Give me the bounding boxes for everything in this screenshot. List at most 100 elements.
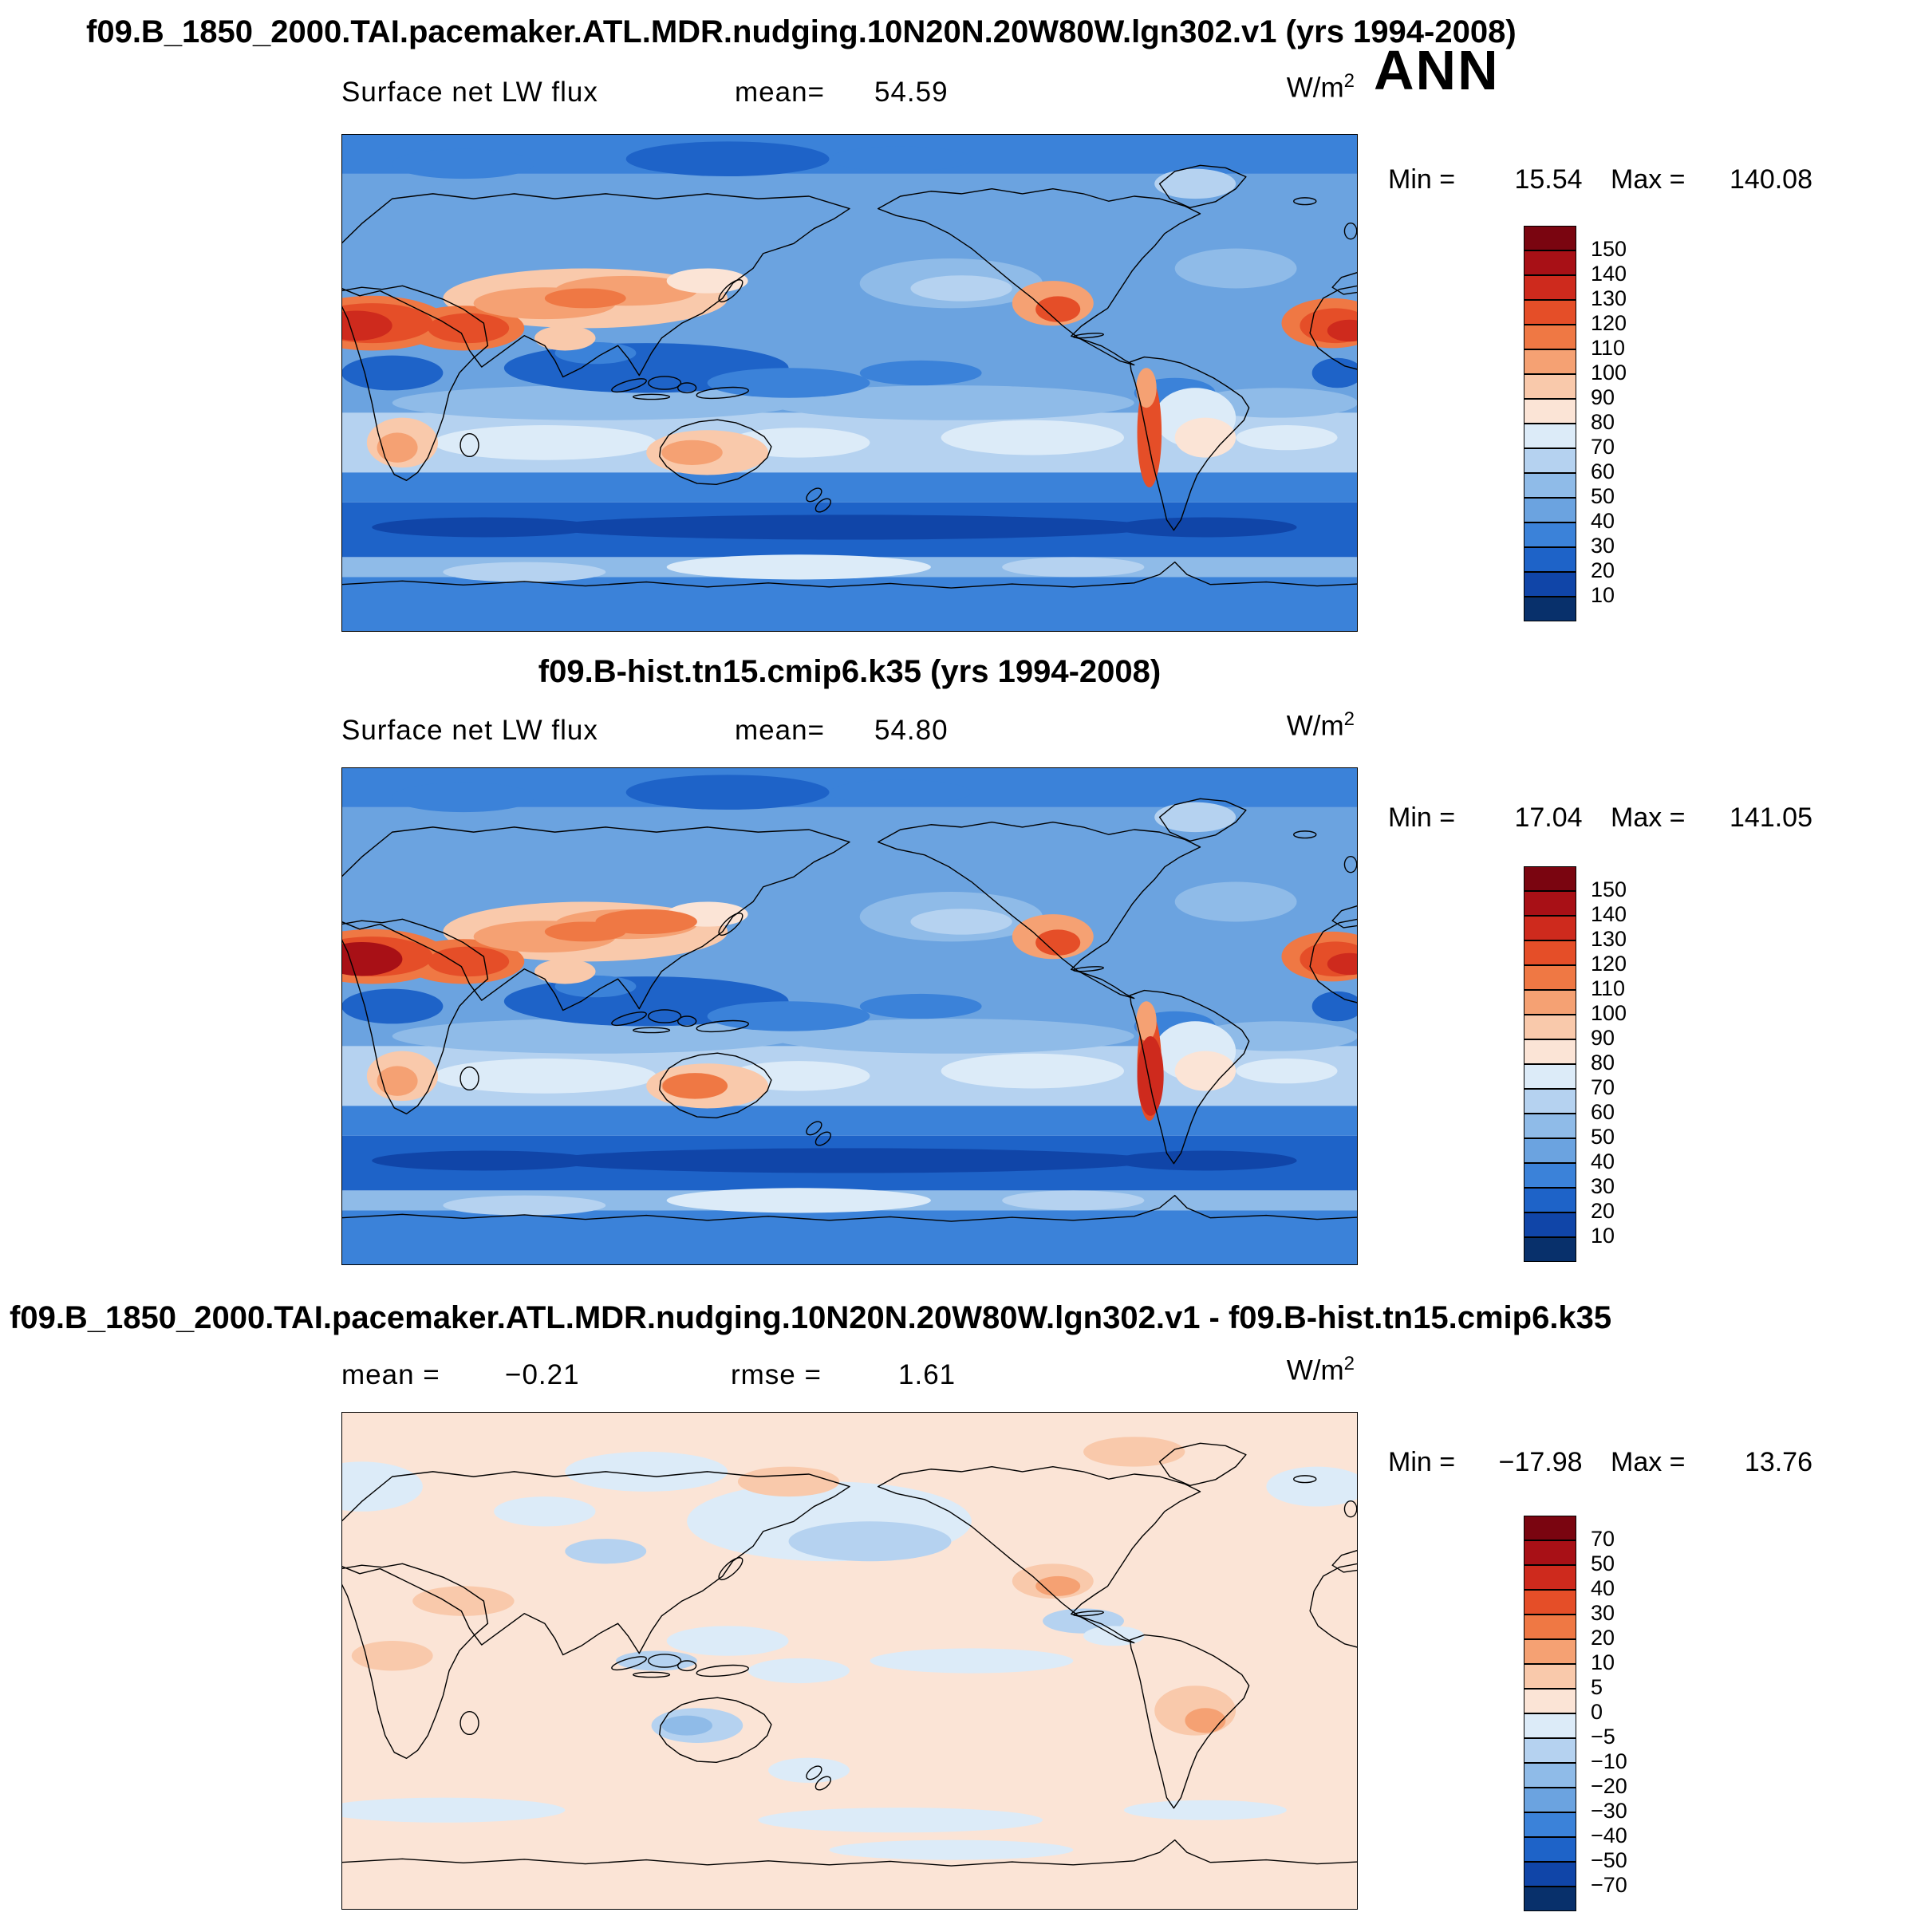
panel3-minmax: Min = −17.98 Max = 13.76: [1388, 1447, 1907, 1478]
colorbar-label: 30: [1591, 1600, 1615, 1625]
colorbar-box: [1524, 965, 1576, 990]
field-fill: [341, 1412, 1358, 1910]
colorbar-label: 140: [1591, 901, 1627, 926]
colorbar-label: 30: [1591, 1173, 1615, 1198]
colorbar-box: [1524, 424, 1576, 448]
colorbar-label: −70: [1591, 1872, 1627, 1897]
max-value: 13.76: [1744, 1447, 1812, 1477]
units-base: W/m: [1286, 1354, 1344, 1386]
min-label: Min =: [1388, 1447, 1456, 1477]
colorbar-label: 20: [1591, 1198, 1615, 1223]
units-exponent: 2: [1343, 708, 1355, 730]
panel2-minmax: Min = 17.04 Max = 141.05: [1388, 802, 1907, 834]
colorbar-box: [1524, 275, 1576, 300]
colorbar-label: 120: [1591, 310, 1627, 335]
colorbar-label: 80: [1591, 1050, 1615, 1074]
colorbar-box: [1524, 325, 1576, 349]
colorbar-box: [1524, 374, 1576, 399]
coastlines: [341, 798, 1358, 1221]
colorbar-box: [1524, 522, 1576, 547]
colorbar-box: [1524, 1812, 1576, 1837]
units-label: W/m2: [1287, 708, 1355, 743]
max-label: Max =: [1611, 802, 1686, 833]
min-value: 17.04: [1514, 802, 1583, 833]
colorbar-box: [1524, 1039, 1576, 1064]
mean-value: 54.80: [874, 715, 949, 746]
field-label: Surface net LW flux: [341, 77, 598, 108]
mean-value: −0.21: [505, 1359, 580, 1390]
colorbar-box: [1524, 250, 1576, 275]
units-exponent: 2: [1343, 70, 1355, 92]
colorbar-box: [1524, 300, 1576, 325]
panel3-stats-row: mean = −0.21 rmse = 1.61 W/m2: [341, 1353, 1358, 1396]
colorbar-box: [1524, 1188, 1576, 1212]
colorbar-box: [1524, 916, 1576, 940]
season-label: ANN: [1374, 39, 1500, 101]
colorbar-label: 10: [1591, 582, 1615, 607]
max-value: 141.05: [1730, 802, 1812, 833]
colorbar-box: [1524, 473, 1576, 498]
mean-value: 54.59: [874, 77, 949, 108]
colorbar-box: [1524, 1862, 1576, 1887]
colorbar-label: 70: [1591, 1074, 1615, 1099]
colorbar-label: 60: [1591, 1099, 1615, 1124]
min-label: Min =: [1388, 802, 1456, 833]
colorbar-box: [1524, 1163, 1576, 1188]
min-value: −17.98: [1498, 1447, 1583, 1477]
colorbar-label: 50: [1591, 483, 1615, 508]
colorbar-box: [1524, 547, 1576, 572]
min-label: Min =: [1388, 164, 1456, 195]
panel1-minmax: Min = 15.54 Max = 140.08: [1388, 164, 1907, 195]
panel2-stats-row: Surface net LW flux mean= 54.80 W/m2: [341, 708, 1358, 751]
colorbar-box: [1524, 891, 1576, 916]
field-label: Surface net LW flux: [341, 715, 598, 746]
colorbar-label: 110: [1591, 976, 1626, 1000]
units-base: W/m: [1286, 710, 1344, 742]
map-model2: [341, 767, 1358, 1265]
colorbar-label: −5: [1591, 1724, 1615, 1749]
colorbar-label: 0: [1591, 1699, 1603, 1724]
colorbar-box: [1524, 1138, 1576, 1163]
colorbar-label: −10: [1591, 1749, 1627, 1773]
mean-label: mean=: [735, 715, 825, 746]
colorbar-label: 130: [1591, 926, 1627, 951]
coastlines: [341, 165, 1358, 588]
colorbar-label: 60: [1591, 459, 1615, 483]
colorbar-label: 80: [1591, 409, 1615, 434]
colorbar-box: [1524, 448, 1576, 473]
colorbar-label: 30: [1591, 533, 1615, 558]
colorbar-box: [1524, 1015, 1576, 1039]
colorbar-box: [1524, 1788, 1576, 1812]
colorbar-label: 140: [1591, 261, 1627, 286]
min-value: 15.54: [1514, 164, 1583, 195]
colorbar-box: [1524, 1713, 1576, 1738]
colorbar-difference: 70 50 40 30 20 10 5 0 −5 −10 −20 −30 −40 −50 −70: [1524, 1516, 1763, 1914]
panel2-title: f09.B-hist.tn15.cmip6.k35 (yrs 1994-2008…: [538, 654, 1162, 689]
colorbar-box: [1524, 597, 1576, 621]
colorbar-model2: 150 140 130 120 110 100 90 80 70 60 50 40 30 20 10: [1524, 866, 1763, 1265]
colorbar-label: 10: [1591, 1650, 1615, 1674]
rmse-label: rmse =: [731, 1359, 822, 1390]
colorbar-box: [1524, 1565, 1576, 1590]
colorbar-label: 130: [1591, 286, 1627, 310]
colorbar-box: [1524, 1887, 1576, 1911]
colorbar-box: [1524, 1615, 1576, 1639]
colorbar-label: 40: [1591, 508, 1615, 533]
colorbar-label: 100: [1591, 1000, 1627, 1025]
colorbar-box: [1524, 1837, 1576, 1862]
field-fill: [341, 134, 1358, 632]
colorbar-box: [1524, 866, 1576, 891]
colorbar-box: [1524, 1738, 1576, 1763]
colorbar-box: [1524, 940, 1576, 965]
colorbar-box: [1524, 1540, 1576, 1565]
colorbar-label: 20: [1591, 1625, 1615, 1650]
colorbar-box: [1524, 1237, 1576, 1262]
colorbar-box: [1524, 1763, 1576, 1788]
colorbar-label: 150: [1591, 236, 1627, 261]
map-difference: [341, 1412, 1358, 1910]
colorbar-label: −30: [1591, 1798, 1627, 1823]
colorbar-box: [1524, 1114, 1576, 1138]
units-label: W/m2: [1287, 70, 1355, 104]
colorbar-label: 70: [1591, 434, 1615, 459]
